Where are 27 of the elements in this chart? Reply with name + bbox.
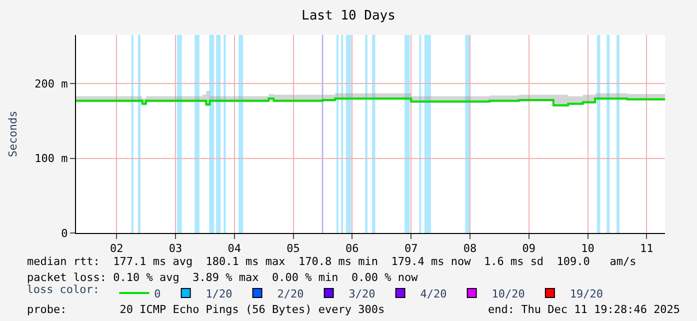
legend-label: 0 (154, 287, 161, 300)
legend-label: 19/20 (570, 287, 604, 300)
text: end: Thu Dec 11 19:28:46 2025 (488, 303, 680, 316)
x-tick-label: 08 (463, 242, 477, 256)
y-tick-label: 0 (61, 226, 68, 240)
legend-label: 1/20 (206, 287, 232, 300)
x-tick-label: 07 (404, 242, 418, 256)
x-tick-label: 09 (522, 242, 536, 256)
chart-title: Last 10 Days (302, 8, 396, 24)
text: packet loss: 0.10 % avg 3.89 % max 0.00 % min 0.00 % now (27, 271, 418, 284)
legend-label: 2/20 (277, 287, 304, 300)
x-tick-label: 06 (346, 242, 359, 256)
x-tick-label: 10 (581, 242, 594, 256)
y-axis-title: Seconds (6, 110, 20, 158)
legend-label: 10/20 (492, 287, 525, 300)
y-tick-label: 100 m (34, 152, 68, 166)
legend-title: loss color: (26, 282, 106, 296)
x-tick-label: 11 (640, 242, 654, 256)
x-tick-label: 03 (168, 242, 182, 256)
x-tick-label: 05 (286, 242, 300, 256)
legend-label: 4/20 (420, 287, 447, 300)
legend-label: 3/20 (348, 287, 376, 300)
y-tick-label: 200 m (34, 77, 68, 90)
text: probe: 20 ICMP Echo Pings (56 Bytes) every 300s (27, 303, 385, 316)
text: median rtt: 177.1 ms avg 180.1 ms max 170.8 ms min 179.4 ms now 1.6 ms sd 109.0 am/s (27, 255, 636, 268)
x-tick-label: 02 (110, 242, 124, 256)
x-tick-label: 04 (228, 242, 242, 256)
